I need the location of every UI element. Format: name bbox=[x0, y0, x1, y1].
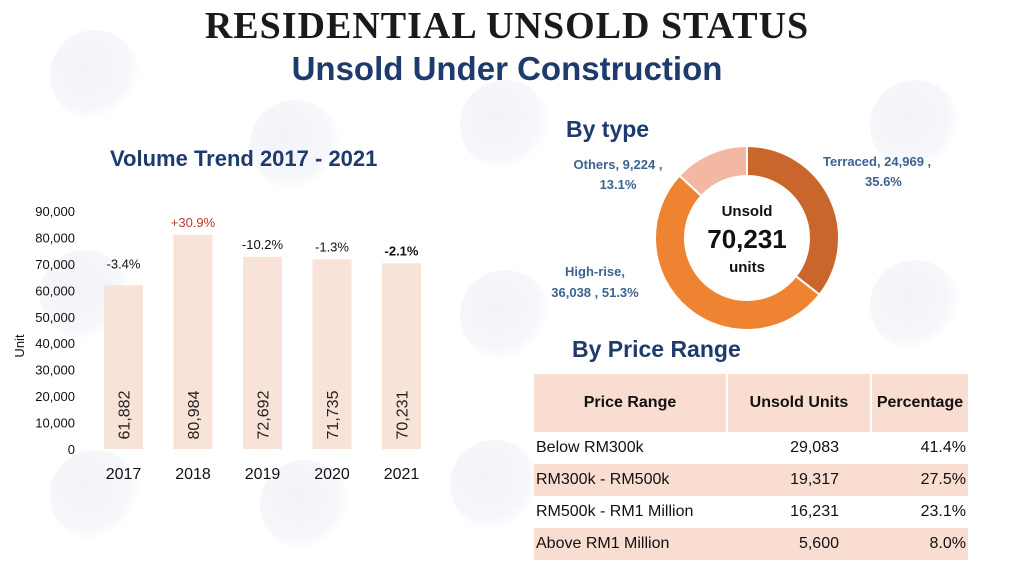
watermark-logo bbox=[50, 450, 140, 540]
watermark-logo bbox=[460, 270, 550, 360]
y-tick-label: 60,000 bbox=[35, 283, 75, 298]
cell-pct: 27.5% bbox=[871, 464, 968, 496]
donut-center-top: Unsold bbox=[722, 203, 773, 220]
growth-label: -2.1% bbox=[385, 243, 419, 258]
table-header-row: Price Range Unsold Units Percentage bbox=[534, 374, 968, 432]
y-tick-label: 50,000 bbox=[35, 310, 75, 325]
bar-value-label: 70,231 bbox=[395, 390, 412, 439]
header-price-range: Price Range bbox=[534, 374, 728, 432]
donut-center-bottom: units bbox=[729, 259, 765, 276]
cell-units: 29,083 bbox=[790, 439, 839, 456]
donut-chart-title: By type bbox=[566, 116, 650, 142]
x-tick-label: 2018 bbox=[175, 466, 211, 483]
bar-value-label: 80,984 bbox=[186, 390, 203, 439]
bar bbox=[382, 263, 421, 449]
volume-trend-bar-chart: 0 10,000 20,000 30,000 40,000 50,000 60,000 70,… bbox=[12, 204, 421, 483]
slice-label: High-rise, bbox=[565, 264, 625, 279]
bar-value-label: 72,692 bbox=[256, 390, 273, 439]
bar-chart-title: Volume Trend 2017 - 2021 bbox=[110, 146, 378, 171]
price-table-title: By Price Range bbox=[572, 336, 741, 362]
cell-range: RM500k - RM1 Million bbox=[536, 503, 694, 520]
bar bbox=[243, 256, 282, 449]
slice-label: Others, 9,224 , bbox=[574, 157, 663, 172]
x-tick-label: 2017 bbox=[106, 466, 142, 483]
by-type-donut-chart: Unsold 70,231 units Terraced, 24,969 , 35.6%… bbox=[551, 144, 931, 331]
table-row: Above RM1 Million 5,600 8.0% bbox=[534, 528, 968, 560]
donut-center-value: 70,231 bbox=[707, 224, 787, 254]
bar-value-label: 71,735 bbox=[325, 390, 342, 439]
y-tick-label: 80,000 bbox=[35, 230, 75, 245]
price-range-table: Price Range Unsold Units Percentage Belo… bbox=[534, 374, 968, 560]
y-axis-label: Unit bbox=[12, 334, 27, 358]
cell-pct: 8.0% bbox=[871, 528, 968, 560]
bar-value-label: 61,882 bbox=[117, 390, 134, 439]
y-tick-label: 40,000 bbox=[35, 336, 75, 351]
bar bbox=[173, 234, 213, 449]
table-row: RM500k - RM1 Million 16,231 23.1% bbox=[534, 496, 968, 528]
cell-pct: 23.1% bbox=[920, 503, 966, 520]
cell-range: RM300k - RM500k bbox=[534, 464, 727, 496]
cell-units: 5,600 bbox=[727, 528, 871, 560]
watermark-logo bbox=[260, 460, 350, 550]
cell-pct: 41.4% bbox=[920, 439, 966, 456]
growth-label: -3.4% bbox=[107, 256, 141, 271]
growth-label: -10.2% bbox=[242, 237, 284, 252]
y-tick-label: 30,000 bbox=[35, 363, 75, 378]
cell-units: 16,231 bbox=[790, 503, 839, 520]
table-row: RM300k - RM500k 19,317 27.5% bbox=[534, 464, 968, 496]
donut-slice bbox=[654, 174, 821, 331]
growth-label: +30.9% bbox=[171, 215, 216, 230]
slice-value-label: 36,038 , 51.3% bbox=[551, 285, 639, 300]
y-tick-label: 20,000 bbox=[35, 389, 75, 404]
table-row: Below RM300k 29,083 41.4% bbox=[534, 432, 968, 464]
x-tick-label: 2019 bbox=[245, 466, 281, 483]
y-tick-label: 0 bbox=[68, 442, 75, 457]
watermark-logo bbox=[870, 260, 960, 350]
slice-percent-label: 35.6% bbox=[865, 174, 902, 189]
page-title: RESIDENTIAL UNSOLD STATUS bbox=[204, 5, 810, 47]
slice-percent-label: 13.1% bbox=[600, 177, 637, 192]
page-subtitle: Unsold Under Construction bbox=[291, 50, 723, 87]
watermark-logo bbox=[450, 440, 540, 530]
slice-label: Terraced, 24,969 , bbox=[823, 154, 931, 169]
bar bbox=[312, 259, 352, 449]
cell-units: 19,317 bbox=[727, 464, 871, 496]
x-tick-label: 2020 bbox=[314, 466, 350, 483]
donut-slice bbox=[677, 144, 748, 198]
header-unsold-units: Unsold Units bbox=[727, 374, 872, 432]
header-percentage: Percentage bbox=[871, 374, 968, 432]
bar bbox=[104, 285, 143, 449]
y-tick-label: 70,000 bbox=[35, 257, 75, 272]
cell-range: Above RM1 Million bbox=[534, 528, 727, 560]
watermark-logo bbox=[250, 100, 340, 190]
growth-label: -1.3% bbox=[315, 239, 349, 254]
cell-range: Below RM300k bbox=[536, 439, 644, 456]
y-tick-label: 90,000 bbox=[35, 204, 75, 219]
x-tick-label: 2021 bbox=[384, 466, 420, 483]
watermark-logo bbox=[50, 30, 140, 120]
y-tick-label: 10,000 bbox=[35, 416, 75, 431]
watermark-logo bbox=[460, 80, 550, 170]
watermark-logo bbox=[870, 80, 960, 170]
